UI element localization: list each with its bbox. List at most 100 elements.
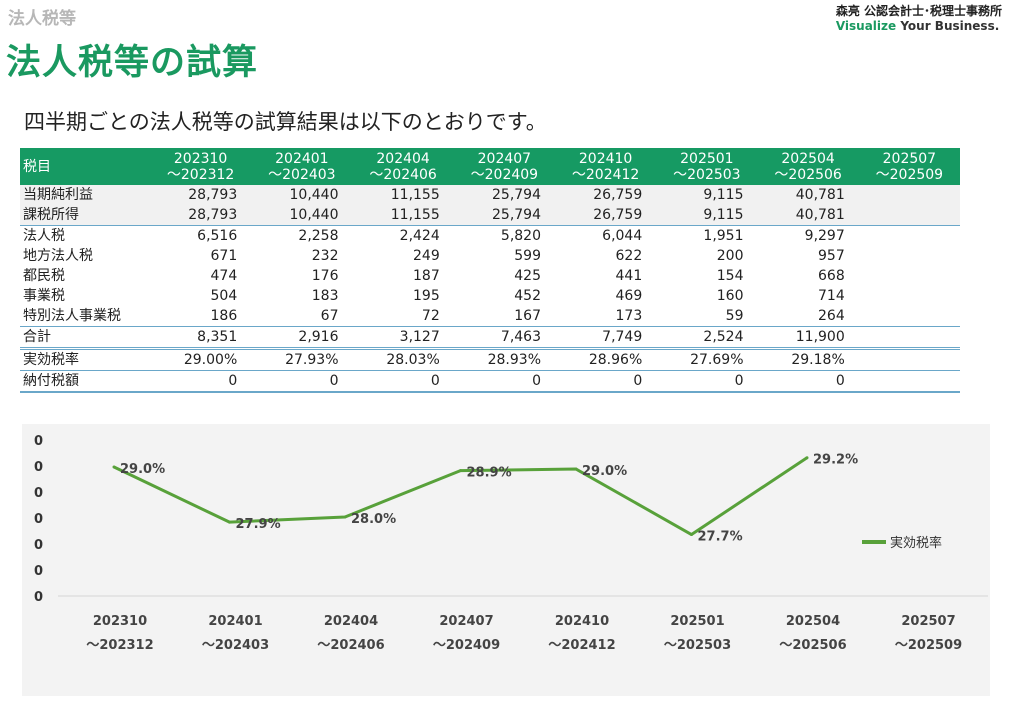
tagline-accent: Visualize [835,19,897,33]
cell-value: 67 [320,308,339,324]
cell-value: 29.18% [791,352,845,368]
cell-value: 9,115 [656,185,758,205]
table-row: 都民税 474 176 187 425 441 154 668 [20,266,960,286]
data-point [228,520,231,524]
cell-value: 6,044 [555,225,657,246]
cell-value: 27.69% [690,352,744,368]
cell-value: 957 [818,248,845,264]
table-row: 課税所得 28,793 10,440 11,155 25,794 26,759 9,115 4… [20,205,960,226]
cell-value: 195 [413,288,440,304]
data-point [112,465,116,469]
data-point [459,469,462,473]
cell-value: 2,258 [251,225,353,246]
period-start: 202507 [882,150,937,167]
y-tick-label: 0 [34,564,43,579]
cell-value: 10,440 [251,205,353,226]
header-period: 202401 ～202403 [251,148,353,185]
tax-table: 税目 202310 ～202312 202401 ～202403 202404 ～2024… [20,148,960,393]
cell-value: 469 [615,288,643,304]
cell-value: 200 [716,248,744,264]
table-row: 実効税率 29.00% 27.93% 28.03% 28.93% 28.96% 27.69%… [20,349,960,371]
cell-value [858,225,960,246]
cell-value: 40,781 [757,205,859,226]
cell-value: 8,351 [150,326,252,350]
x-tick-label-sub: ～202409 [433,638,500,653]
data-point [690,533,693,537]
cell-value: 2,524 [656,326,758,350]
y-tick-label: 0 [34,434,43,449]
cell-value: 504 [210,288,238,304]
period-start: 202410 [578,150,633,167]
table-row: 事業税 504 183 195 452 469 160 714 [20,286,960,306]
data-point [574,467,578,471]
legend-swatch [862,539,886,544]
cell-value: 714 [818,288,845,304]
cell-value: 249 [413,248,440,264]
subtitle: 四半期ごとの法人税等の試算結果は以下のとおりです。 [24,110,547,134]
cell-value: 0 [150,370,252,393]
cell-value [858,370,960,393]
table-row: 合計 8,351 2,916 3,127 7,463 7,749 2,524 11,900 [20,326,960,350]
period-end: ～202509 [875,166,944,183]
cell-value [858,326,960,350]
cell-value: 7,749 [555,326,657,350]
firm-tagline: Visualize Your Business. [836,19,1002,34]
cell-value: 622 [615,248,643,264]
cell-value: 59 [725,308,744,324]
firm-name: 森亮 公認会計士･税理士事務所 [835,4,1002,18]
period-end: ～202409 [470,166,539,183]
header-period: 202501 ～202503 [656,148,758,185]
period-end: ～202503 [673,166,741,183]
cell-value: 25,794 [453,185,555,205]
cell-value: 28,793 [150,185,252,205]
cell-value: 25,794 [453,205,555,226]
data-label: 29.2% [813,453,858,468]
tax-rate-chart: 0 0 0 0 0 0 0 29.0% 27.9% 28.0% 28.9% 29.0% 27.7% 29.… [22,424,990,696]
table-row: 法人税 6,516 2,258 2,424 5,820 6,044 1,951 9,297 [20,225,960,246]
x-tick-label-sub: ～202403 [202,638,269,653]
data-label: 29.0% [582,464,627,479]
cell-value: 11,155 [352,205,454,226]
row-label: 特別法人事業税 [23,308,121,324]
cell-value: 9,115 [656,205,758,226]
cell-value: 29.00% [183,352,238,368]
period-end: ～202312 [166,166,235,183]
cell-value: 11,900 [757,326,859,350]
cell-value: 0 [251,370,353,393]
x-tick-label: 202410 [555,614,609,629]
row-label: 地方法人税 [23,248,93,264]
y-tick-label: 0 [34,590,43,605]
tagline-rest: Your Business. [900,19,1000,33]
y-tick-label: 0 [34,538,43,553]
row-label: 課税所得 [20,205,150,226]
table-header-row: 税目 202310 ～202312 202401 ～202403 202404 ～2024… [20,148,960,185]
cell-value [858,205,960,226]
x-tick-label-sub: ～202506 [779,638,846,653]
cell-value: 40,781 [757,185,859,205]
cell-value [859,306,960,327]
x-tick-label-sub: ～202509 [895,638,962,653]
cell-value: 28.96% [588,352,643,368]
row-label: 合計 [20,326,150,350]
cell-value: 3,127 [352,326,454,350]
period-end: ～202406 [369,166,437,183]
cell-value: 0 [757,370,859,393]
row-label: 事業税 [23,288,65,304]
table-row: 納付税額 0 0 0 0 0 0 0 [20,370,960,393]
cell-value: 28.93% [487,352,541,368]
chart-legend: 実効税率 [862,532,942,551]
period-end: ～202506 [774,166,842,183]
cell-value: 28.03% [386,352,440,368]
cell-value: 10,440 [251,185,353,205]
cell-value: 0 [453,370,555,393]
cell-value: 452 [514,288,541,304]
y-tick-label: 0 [34,486,43,501]
cell-value: 668 [818,268,845,284]
x-tick-label: 202504 [786,614,840,629]
header-period: 202404 ～202406 [352,148,454,185]
cell-value: 1,951 [656,225,758,246]
period-end: ～202412 [571,166,640,183]
cell-value: 0 [656,370,758,393]
row-label: 実効税率 [23,352,79,368]
cell-value: 671 [210,248,238,264]
